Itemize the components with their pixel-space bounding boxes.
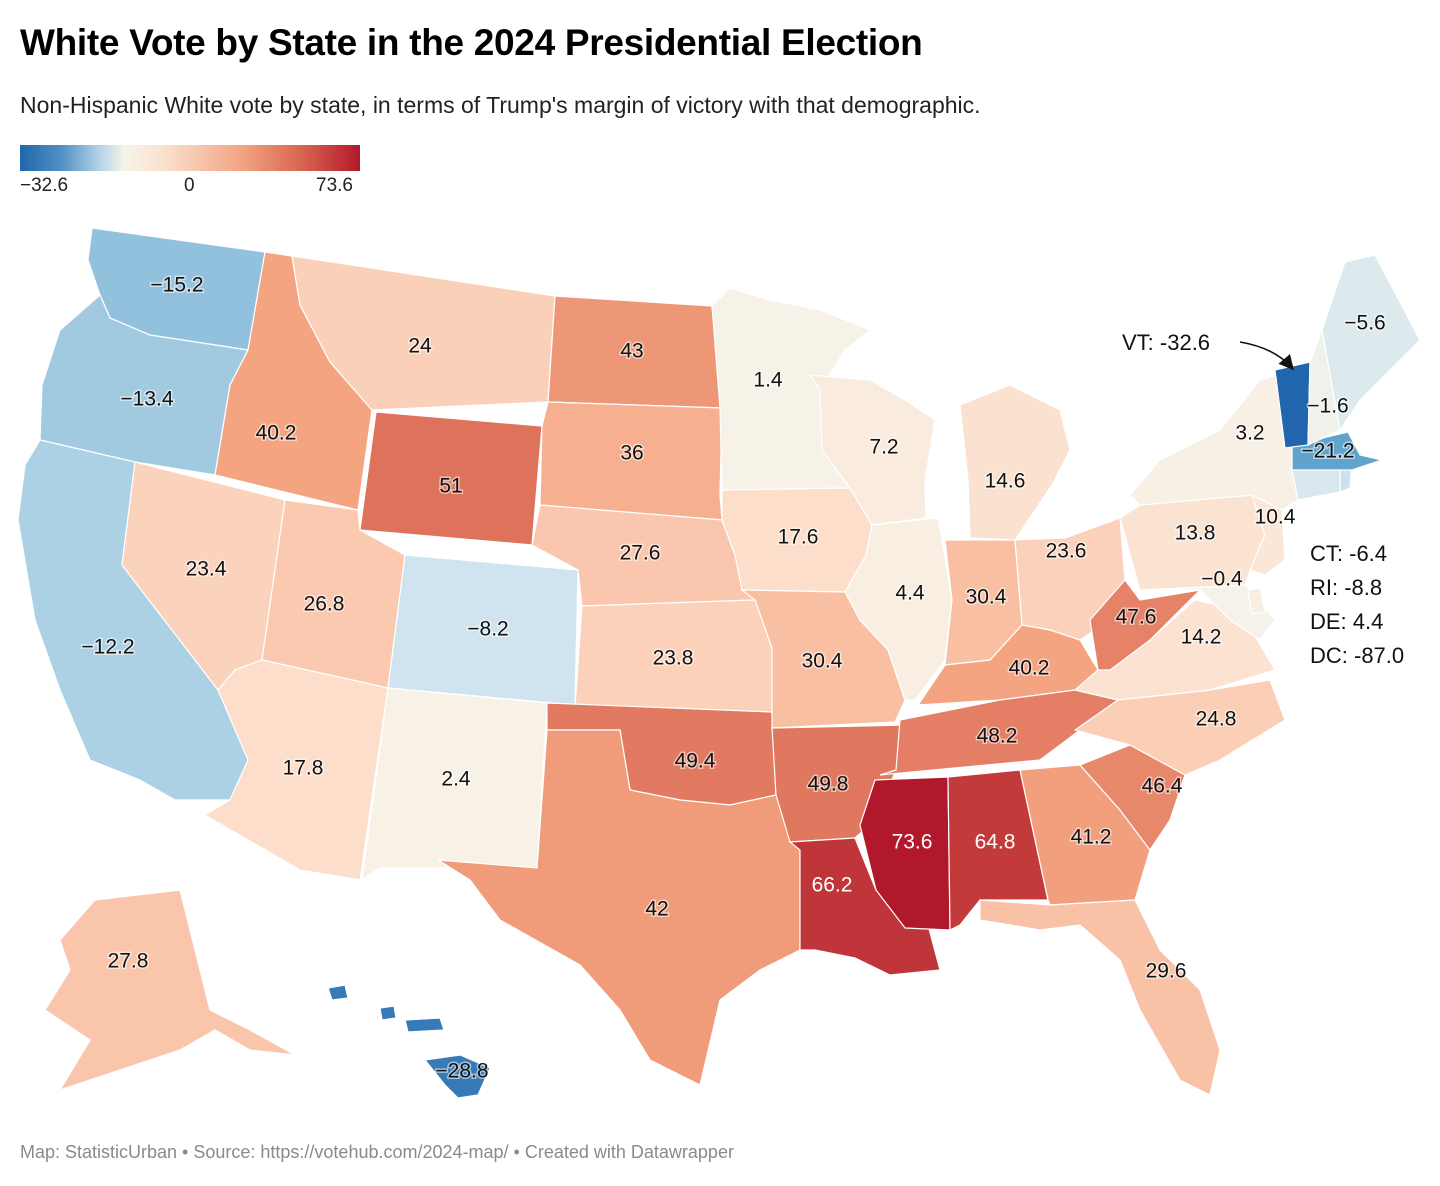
state-wv[interactable] <box>1089 579 1202 671</box>
state-label-mn: 1.4 <box>753 369 783 392</box>
state-label-la: 66.2 <box>812 874 853 897</box>
state-az[interactable] <box>203 659 389 881</box>
legend-mid: 0 <box>184 175 195 196</box>
state-label-tn: 48.2 <box>977 725 1018 748</box>
state-de[interactable] <box>1247 587 1266 615</box>
state-label-ca: −12.2 <box>81 636 134 659</box>
state-label-ny: 3.2 <box>1235 422 1264 445</box>
state-label-oh: 23.6 <box>1046 540 1087 563</box>
state-label-mt: 24 <box>408 335 432 358</box>
state-label-ms: 73.6 <box>892 831 933 854</box>
state-hi[interactable] <box>327 984 491 1099</box>
state-va[interactable] <box>1073 599 1276 701</box>
state-ny[interactable] <box>1129 369 1299 511</box>
state-label-ok: 49.4 <box>675 750 716 773</box>
state-label-wi: 7.2 <box>869 436 898 459</box>
state-label-al: 64.8 <box>975 831 1016 854</box>
state-label-tx: 42 <box>645 898 668 921</box>
state-label-ak: 27.8 <box>108 950 149 973</box>
ct-note: CT: -6.4 <box>1310 541 1388 566</box>
legend-gradient <box>20 145 360 171</box>
state-label-ga: 41.2 <box>1071 826 1112 849</box>
state-me[interactable] <box>1321 254 1421 432</box>
state-label-nj: 10.4 <box>1255 506 1296 529</box>
legend-min: −32.6 <box>20 175 69 196</box>
state-mn[interactable] <box>711 287 872 491</box>
state-label-hi: −28.8 <box>435 1060 488 1083</box>
state-label-az: 17.8 <box>283 757 324 780</box>
state-label-sd: 36 <box>620 442 643 465</box>
legend-max: 73.6 <box>316 175 353 196</box>
state-label-ar: 49.8 <box>808 773 849 796</box>
state-label-ks: 23.8 <box>653 647 694 670</box>
dc-note: DC: -87.0 <box>1310 643 1405 668</box>
color-legend: −32.6 0 73.6 <box>20 145 360 196</box>
ri-note: RI: -8.8 <box>1310 575 1383 600</box>
map-subtitle: Non-Hispanic White vote by state, in ter… <box>20 92 981 118</box>
state-label-fl: 29.6 <box>1146 960 1187 983</box>
de-note: DE: 4.4 <box>1310 609 1384 634</box>
state-label-nh: −1.6 <box>1307 395 1348 418</box>
map-title: White Vote by State in the 2024 Presiden… <box>20 22 923 63</box>
state-label-wy: 51 <box>439 475 462 498</box>
state-label-md: −0.4 <box>1201 568 1243 591</box>
state-label-sc: 46.4 <box>1142 775 1183 798</box>
state-label-nd: 43 <box>620 340 643 363</box>
state-label-or: −13.4 <box>120 388 173 411</box>
state-il[interactable] <box>844 517 953 701</box>
state-label-id: 40.2 <box>256 422 297 445</box>
state-label-ut: 26.8 <box>304 593 345 616</box>
state-label-ia: 17.6 <box>778 526 819 549</box>
us-choropleth-map: −15.2 −13.4 −12.2 23.4 40.2 24 51 26.8 17.8 −8.2 2… <box>17 227 1421 1099</box>
state-mi[interactable] <box>959 384 1071 541</box>
state-label-co: −8.2 <box>467 618 508 641</box>
source-footer: Map: StatisticUrban • Source: https://vo… <box>20 1142 734 1162</box>
vt-callout-arrow <box>1239 341 1294 371</box>
state-wi[interactable] <box>808 374 936 526</box>
state-label-ma: −21.2 <box>1301 440 1354 463</box>
state-ak[interactable] <box>44 889 296 1092</box>
state-label-me: −5.6 <box>1344 312 1385 335</box>
state-label-nv: 23.4 <box>186 558 227 581</box>
state-label-pa: 13.8 <box>1175 522 1216 545</box>
vt-callout: VT: -32.6 <box>1122 330 1211 355</box>
state-label-mo: 30.4 <box>802 650 843 673</box>
state-label-in: 30.4 <box>966 586 1007 609</box>
state-fl[interactable] <box>979 899 1221 1096</box>
state-label-ne: 27.6 <box>620 542 661 565</box>
state-label-nm: 2.4 <box>441 768 471 791</box>
state-la[interactable] <box>788 837 941 976</box>
state-label-wa: −15.2 <box>150 274 203 297</box>
state-tx[interactable] <box>437 729 801 1086</box>
state-label-il: 4.4 <box>895 582 925 605</box>
state-label-va: 14.2 <box>1181 626 1222 649</box>
state-label-mi: 14.6 <box>985 470 1026 493</box>
state-label-nc: 24.8 <box>1196 708 1237 731</box>
state-label-wv: 47.6 <box>1116 606 1157 629</box>
state-label-ky: 40.2 <box>1009 657 1050 680</box>
